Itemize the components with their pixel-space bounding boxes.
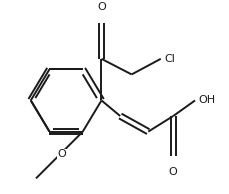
Text: O: O [97, 2, 105, 12]
Text: O: O [168, 167, 177, 177]
Text: Cl: Cl [164, 54, 174, 64]
Text: OH: OH [198, 95, 215, 105]
Text: O: O [57, 150, 66, 159]
